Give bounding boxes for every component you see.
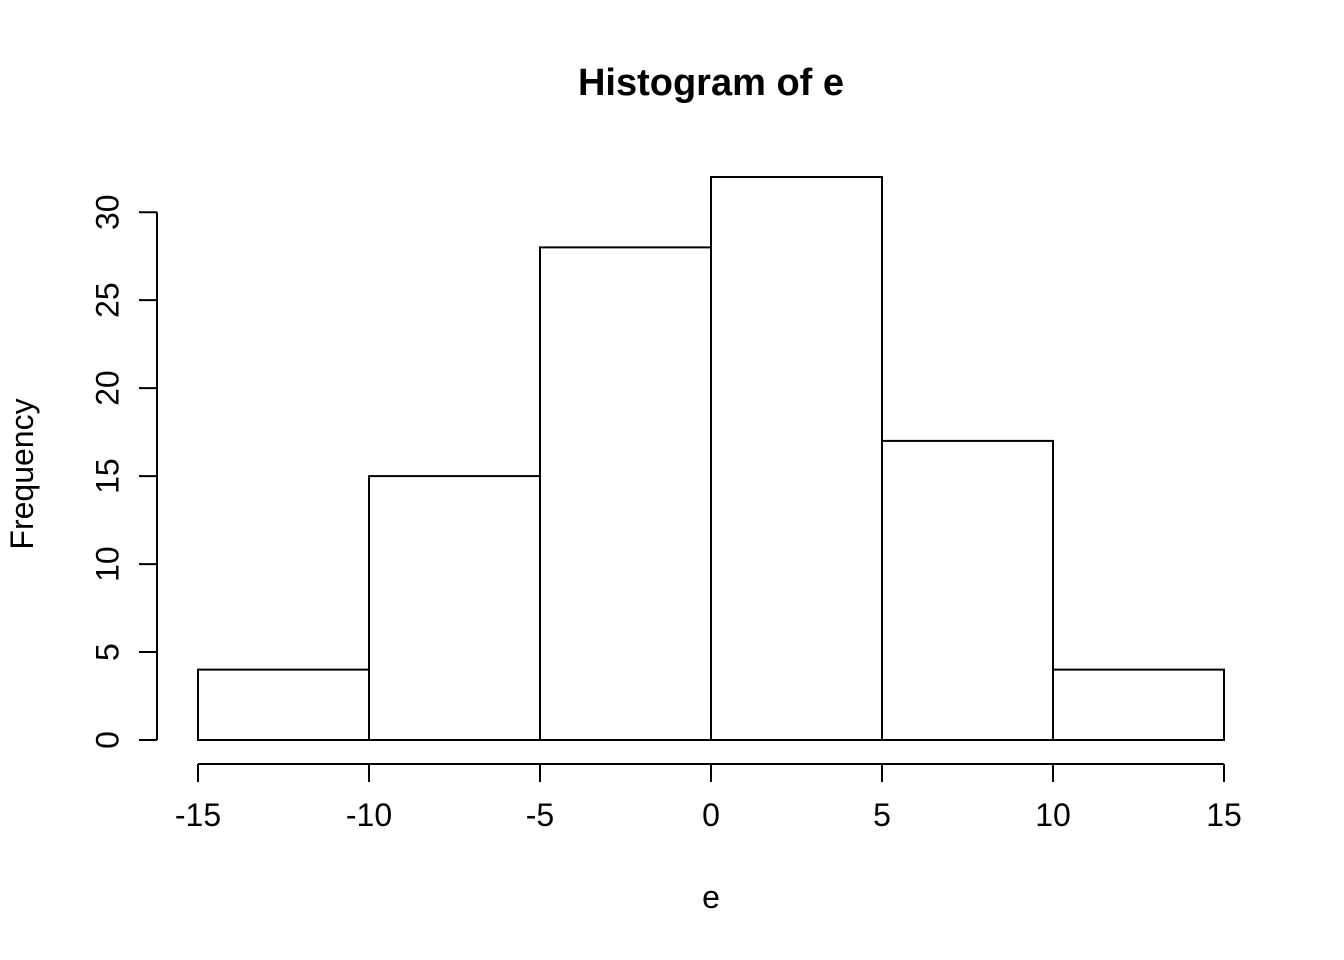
x-tick-label: 0 xyxy=(702,797,720,833)
histogram-bar xyxy=(197,668,370,741)
y-tick-label: 0 xyxy=(89,731,125,749)
y-tick-label: 30 xyxy=(89,194,125,230)
x-tick-label: -15 xyxy=(175,797,221,833)
y-tick-label: 20 xyxy=(89,370,125,406)
x-tick-label: 5 xyxy=(873,797,891,833)
y-tick-label: 10 xyxy=(89,546,125,582)
chart-title: Histogram of e xyxy=(578,62,844,104)
histogram-bar xyxy=(368,475,541,741)
x-tick-label: 10 xyxy=(1035,797,1071,833)
x-tick-label: 15 xyxy=(1206,797,1242,833)
y-tick-label: 25 xyxy=(89,282,125,318)
y-axis: 0 5 10 15 20 25 30 xyxy=(89,194,158,749)
x-axis-label: e xyxy=(702,879,720,915)
histogram-bar xyxy=(539,246,712,741)
y-tick-label: 5 xyxy=(89,643,125,661)
y-tick-label: 15 xyxy=(89,458,125,494)
histogram-bar xyxy=(881,439,1054,741)
histogram-bar xyxy=(710,176,883,741)
bars-group xyxy=(197,176,1225,741)
y-axis-label: Frequency xyxy=(4,398,40,549)
x-tick-label: -10 xyxy=(346,797,392,833)
histogram-bar xyxy=(1052,668,1225,741)
x-tick-label: -5 xyxy=(526,797,554,833)
x-axis: -15 -10 -5 0 5 10 15 xyxy=(175,763,1242,833)
